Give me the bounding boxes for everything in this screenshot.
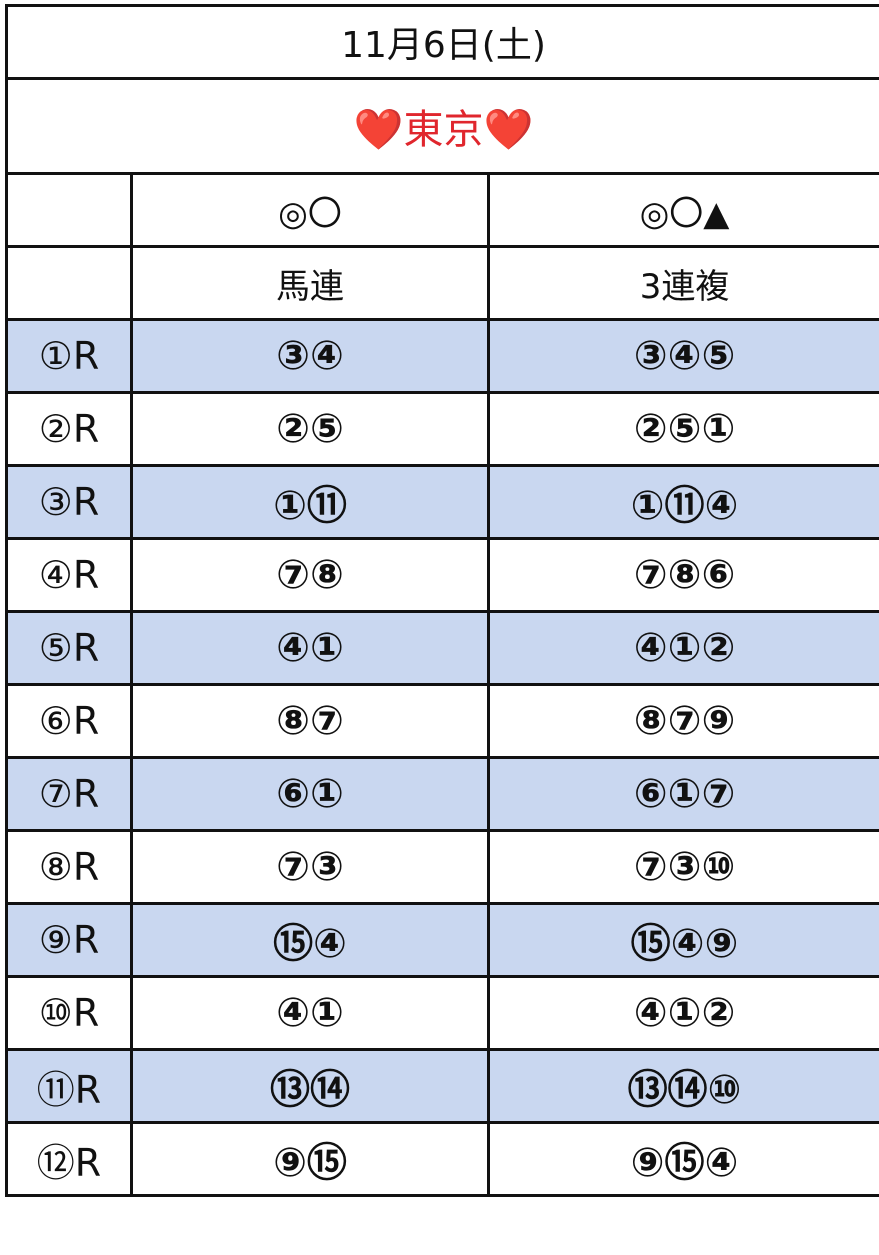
race-label: ④R [5,537,133,613]
race-row: ⑥R ⑧⑦ ⑧⑦⑨ [5,683,879,759]
sanrenpuku-pick: ⑥①⑦ [486,756,879,832]
race-table: 11月6日(土) ❤️東京❤️ ◎〇 ◎〇▲ 馬連 3連複 ①R ③④ ③④⑤ ②R ②… [4,4,879,1197]
header-mark: ◎〇▲ [486,172,879,248]
empty-cell [5,245,133,321]
sanrenpuku-pick: ⑦③⑩ [486,829,879,905]
umaren-pick: ①⑪ [130,464,490,540]
race-label: ⑧R [5,829,133,905]
race-label: ①R [5,318,133,394]
race-label: ⑨R [5,902,133,978]
race-row: ①R ③④ ③④⑤ [5,318,879,394]
sanrenpuku-pick: ④①② [486,975,879,1051]
umaren-pick: ⑮④ [130,902,490,978]
race-row: ④R ⑦⑧ ⑦⑧⑥ [5,537,879,613]
race-label: ⑦R [5,756,133,832]
race-row: ⑧R ⑦③ ⑦③⑩ [5,829,879,905]
sanrenpuku-pick: ②⑤① [486,391,879,467]
header-type: 3連複 [486,245,879,321]
race-label: ⑪R [5,1048,133,1124]
sanrenpuku-pick: ⑮④⑨ [486,902,879,978]
sanrenpuku-pick: ⑬⑭⑩ [486,1048,879,1124]
umaren-pick: ④① [130,975,490,1051]
race-row: ⑫R ⑨⑮ ⑨⑮④ [5,1121,879,1197]
umaren-pick: ⑦⑧ [130,537,490,613]
header-mark: ◎〇 [130,172,490,248]
race-row: ②R ②⑤ ②⑤① [5,391,879,467]
venue: ❤️東京❤️ [4,77,879,175]
race-label: ⑤R [5,610,133,686]
race-row: ⑨R ⑮④ ⑮④⑨ [5,902,879,978]
umaren-pick: ⑥① [130,756,490,832]
race-label: ⑫R [5,1121,133,1197]
sanrenpuku-pick: ④①② [486,610,879,686]
sanrenpuku-pick: ⑦⑧⑥ [486,537,879,613]
umaren-pick: ⑬⑭ [130,1048,490,1124]
umaren-pick: ⑦③ [130,829,490,905]
header-type: 馬連 [130,245,490,321]
sanrenpuku-pick: ③④⑤ [486,318,879,394]
umaren-pick: ⑧⑦ [130,683,490,759]
empty-cell [5,172,133,248]
race-label: ③R [5,464,133,540]
umaren-pick: ③④ [130,318,490,394]
sanrenpuku-pick: ⑧⑦⑨ [486,683,879,759]
umaren-pick: ②⑤ [130,391,490,467]
race-label: ②R [5,391,133,467]
race-row: ⑦R ⑥① ⑥①⑦ [5,756,879,832]
race-row: ③R ①⑪ ①⑪④ [5,464,879,540]
sanrenpuku-pick: ⑨⑮④ [486,1121,879,1197]
race-label: ⑥R [5,683,133,759]
race-row: ⑪R ⑬⑭ ⑬⑭⑩ [5,1048,879,1124]
umaren-pick: ④① [130,610,490,686]
race-row: ⑩R ④① ④①② [5,975,879,1051]
umaren-pick: ⑨⑮ [130,1121,490,1197]
race-row: ⑤R ④① ④①② [5,610,879,686]
date-title: 11月6日(土) [4,4,879,80]
race-label: ⑩R [5,975,133,1051]
sanrenpuku-pick: ①⑪④ [486,464,879,540]
